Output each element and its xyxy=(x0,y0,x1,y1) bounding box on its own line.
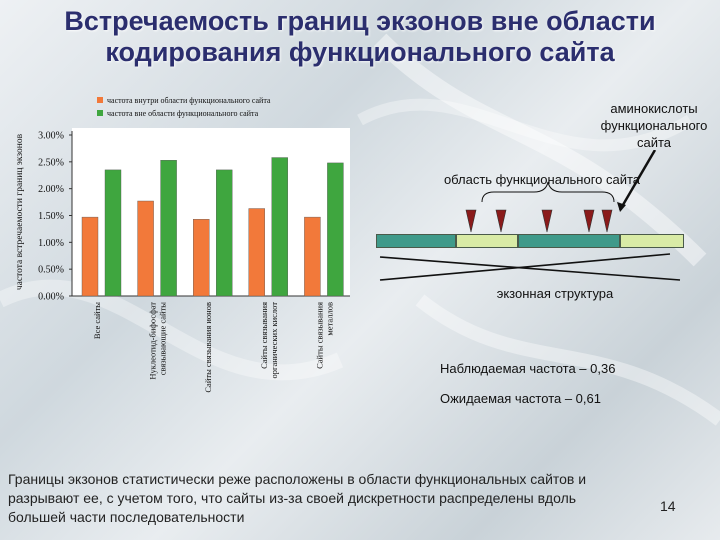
x-tick-label: металлов xyxy=(324,302,334,336)
bar xyxy=(192,219,210,297)
exon-arrow-right xyxy=(379,253,671,281)
y-tick-label: 2.50% xyxy=(38,157,64,168)
bars xyxy=(81,157,344,297)
y-tick-label: 0.00% xyxy=(38,292,64,303)
bar xyxy=(81,216,99,297)
y-tick-label: 2.00% xyxy=(38,184,64,195)
legend: частота внутри области функционального с… xyxy=(97,96,271,118)
legend-swatch xyxy=(97,110,103,116)
x-axis-labels: Все сайты Нуклеотид-бифосфат связывающие с… xyxy=(92,302,334,393)
bar xyxy=(271,157,288,297)
functional-region-label: область функционального сайта xyxy=(443,172,641,187)
x-tick-label: Сайты связывания xyxy=(259,302,269,369)
amino-acid-marker xyxy=(495,209,507,233)
legend-label: частота вне области функционального сайт… xyxy=(107,109,259,118)
amino-pointer-arrow xyxy=(618,150,657,211)
exon-segment xyxy=(456,234,518,248)
bar-chart: частота внутри области функционального с… xyxy=(15,96,350,393)
x-tick-label: Сайты связывания ионов xyxy=(203,302,213,393)
legend-swatch xyxy=(97,97,103,103)
x-tick-label: Все сайты xyxy=(92,302,102,339)
x-tick-label: органических кислот xyxy=(269,302,279,379)
amino-acid-marker xyxy=(601,209,613,233)
y-tick-label: 0.50% xyxy=(38,265,64,276)
bar xyxy=(160,160,177,297)
y-axis-label: частота встречаемости границ экзонов xyxy=(15,133,25,290)
amino-acid-marker xyxy=(541,209,553,233)
exon-segment xyxy=(620,234,684,248)
expected-frequency: Ожидаемая частота – 0,61 xyxy=(440,391,601,406)
observed-frequency: Наблюдаемая частота – 0,36 xyxy=(440,361,616,376)
exon-segment xyxy=(376,234,456,248)
page-title: Встречаемость границ экзонов вне области… xyxy=(64,6,656,67)
amino-acid-marker xyxy=(583,209,595,233)
bar xyxy=(327,162,344,297)
amino-acids-label: аминокислоты функционального сайта xyxy=(600,101,708,150)
x-tick-label: Сайты связывания xyxy=(314,302,324,369)
x-tick-label: Нуклеотид-бифосфат xyxy=(148,302,158,380)
exon-arrow-left xyxy=(379,256,681,281)
exon-structure-diagram xyxy=(379,150,681,281)
bar xyxy=(215,169,233,297)
y-tick-label: 3.00% xyxy=(38,131,64,142)
region-brace xyxy=(481,181,615,203)
amino-acid-marker xyxy=(465,209,477,233)
bar xyxy=(137,200,154,297)
x-tick-label: связывающие сайты xyxy=(158,302,168,376)
bar xyxy=(248,208,266,297)
bar xyxy=(104,169,122,297)
y-tick-label: 1.00% xyxy=(38,238,64,249)
legend-label: частота внутри области функционального с… xyxy=(107,96,271,105)
exon-segment xyxy=(518,234,620,248)
y-tick-label: 1.50% xyxy=(38,211,64,222)
conclusion-text: Границы экзонов статистически реже распо… xyxy=(8,471,587,525)
exon-structure-label: экзонная структура xyxy=(496,286,614,301)
bar xyxy=(304,216,321,297)
page-number: 14 xyxy=(660,498,676,514)
